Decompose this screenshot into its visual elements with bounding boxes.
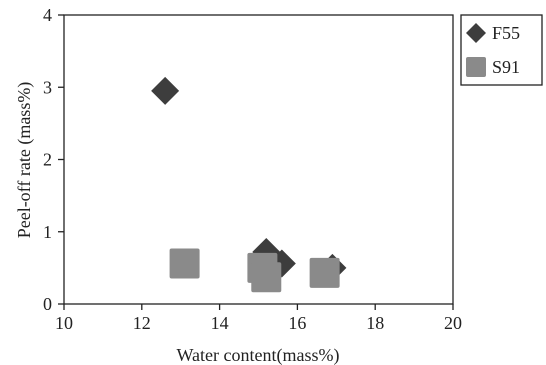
y-tick-label: 2 <box>43 150 52 170</box>
y-tick-label: 0 <box>43 294 52 314</box>
x-tick-label: 10 <box>55 313 73 333</box>
axes <box>58 14 454 310</box>
legend-label-f55: F55 <box>492 23 520 43</box>
plot-area <box>151 76 347 293</box>
y-tick-label: 3 <box>43 77 52 97</box>
legend-marker-f55 <box>466 23 486 43</box>
data-point-f55 <box>252 237 281 266</box>
x-tick-label: 18 <box>366 313 384 333</box>
x-axis-title: Water content(mass%) <box>177 345 340 365</box>
data-point-s91 <box>309 257 340 288</box>
y-tick-label: 1 <box>43 222 52 242</box>
legend-marker-s91 <box>466 57 486 77</box>
x-tick-label: 14 <box>211 313 229 333</box>
y-axis-title: Peel-off rate (mass%) <box>14 82 35 239</box>
legend-label-s91: S91 <box>492 57 520 77</box>
legend: F55 S91 <box>460 14 543 86</box>
x-tick-label: 16 <box>288 313 306 333</box>
y-tick-label: 4 <box>43 5 52 25</box>
data-point-s91 <box>251 262 282 293</box>
x-tick-label: 12 <box>133 313 151 333</box>
x-tick-label: 20 <box>444 313 462 333</box>
data-point-f55 <box>151 76 180 105</box>
data-point-s91 <box>169 248 200 279</box>
